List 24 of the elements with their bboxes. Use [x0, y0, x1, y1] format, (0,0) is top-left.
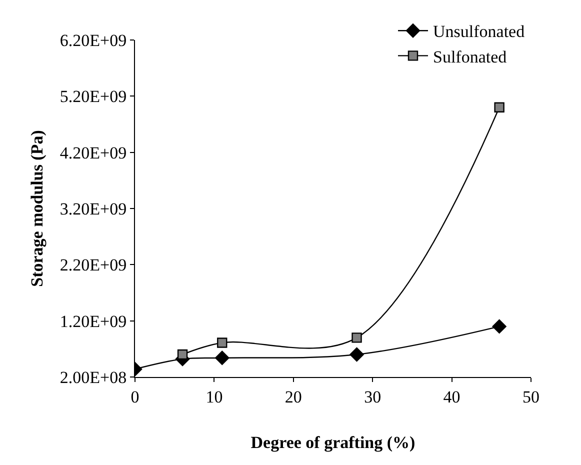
x-tick-label: 50 — [522, 387, 540, 406]
x-tick-label: 10 — [206, 387, 223, 406]
x-tick-label: 0 — [130, 387, 140, 406]
x-tick-label: 20 — [284, 387, 302, 406]
y-tick-label: 6.20E+09 — [60, 30, 127, 50]
point — [217, 338, 228, 348]
x-tick-label: 40 — [443, 387, 460, 406]
y-axis-title: Storage modulus (Pa) — [27, 130, 46, 287]
y-tick-label: 2.00E+08 — [60, 368, 127, 387]
x-tick-label: 30 — [364, 387, 382, 406]
y-tick-label: 5.20E+09 — [60, 87, 127, 106]
point — [350, 347, 364, 362]
point — [352, 332, 362, 343]
y-tick-label: 1.20E+09 — [60, 312, 127, 331]
point — [215, 350, 230, 365]
y-tick-label: 2.20E+09 — [60, 256, 127, 275]
point — [177, 349, 188, 360]
y-tick-label: 3.20E+09 — [60, 199, 127, 218]
point — [492, 319, 506, 334]
y-tick-label: 4.20E+09 — [60, 143, 127, 162]
x-axis-title: Degree of grafting (%) — [250, 432, 416, 452]
legend-label: Sulfonated — [433, 47, 508, 66]
point — [494, 102, 504, 112]
legend-label: Unsulfonated — [433, 22, 526, 42]
